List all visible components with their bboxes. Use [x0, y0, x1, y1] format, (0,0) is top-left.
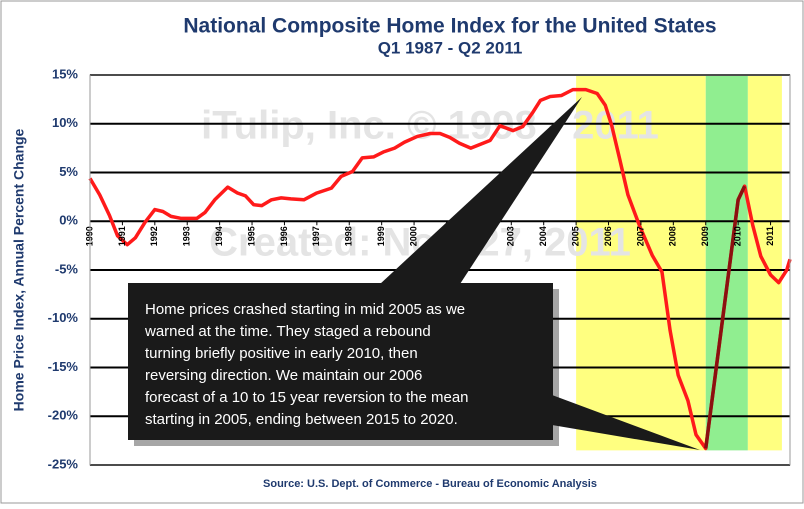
callout-text: warned at the time. They staged a reboun…	[144, 323, 431, 340]
plot-frame	[89, 74, 791, 466]
y-axis-label: Home Price Index, Annual Percent Change	[11, 128, 27, 411]
x-tick-label: 2007	[635, 226, 645, 246]
source: Source: U.S. Dept. of Commerce - Bureau …	[263, 478, 597, 490]
callout-pointer	[380, 97, 582, 284]
callout-pointer	[552, 395, 700, 450]
x-tick-label: 1996	[279, 226, 289, 246]
y-tick-label: 0%	[59, 213, 78, 228]
x-tick-label: 1999	[376, 226, 386, 246]
y-tick-label: -25%	[48, 456, 79, 471]
callout: Home prices crashed starting in mid 2005…	[128, 97, 700, 450]
x-tick-label: 2011	[765, 226, 775, 246]
x-tick-label: 1992	[149, 226, 159, 246]
series-line	[704, 185, 747, 449]
x-tick-label: 2003	[506, 226, 516, 246]
callout-text: turning briefly positive in early 2010, …	[145, 345, 418, 362]
callout-text: Home prices crashed starting in mid 2005…	[145, 301, 465, 318]
x-tick-label: 1997	[311, 226, 321, 246]
watermark-text: iTulip, Inc. © 1998 - 2011	[201, 104, 659, 148]
callout-text: reversing direction. We maintain our 200…	[145, 367, 422, 384]
x-tick-label: 2010	[733, 226, 743, 246]
chart-subtitle: Q1 1987 - Q2 2011	[378, 38, 523, 57]
x-tick-label: 2000	[408, 226, 418, 246]
y-tick-label: -20%	[48, 408, 79, 423]
x-tick-label: 2009	[700, 226, 710, 246]
y-tick-label: 15%	[52, 66, 78, 81]
chart-title: National Composite Home Index for the Un…	[183, 15, 716, 38]
series-line	[88, 87, 792, 451]
callout-box	[128, 283, 553, 440]
x-tick-label: 1995	[246, 226, 256, 246]
lines	[88, 87, 792, 451]
x-tick-label: 2004	[538, 226, 548, 246]
callout-text: starting in 2005, ending between 2015 to…	[145, 411, 458, 428]
y-tick-label: -5%	[55, 261, 79, 276]
y-tick-label: -10%	[48, 310, 79, 325]
y-tick-label: 10%	[52, 115, 78, 130]
x-tick-label: 1990	[84, 226, 94, 246]
x-tick-label: 1993	[182, 226, 192, 246]
callout-text: forecast of a 10 to 15 year reversion to…	[145, 389, 469, 406]
y-tick-label: 5%	[59, 164, 78, 179]
x-tick-label: 2005	[570, 226, 580, 246]
x-tick-label: 1991	[117, 226, 127, 246]
x-tick-label: 2006	[603, 226, 613, 246]
x-tick-label: 1998	[344, 226, 354, 246]
bands	[576, 75, 782, 451]
x-tick-label: 2008	[668, 226, 678, 246]
y-tick-label: -15%	[48, 359, 79, 374]
x-tick-label: 1994	[214, 226, 224, 246]
